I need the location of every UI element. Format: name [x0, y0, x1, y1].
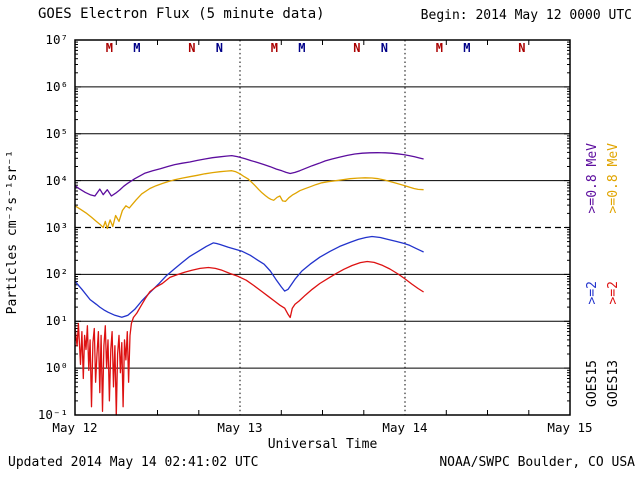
y-tick-label: 10³ [45, 219, 68, 235]
satellite-midnight-marker: M [298, 41, 305, 55]
x-tick-label: May 12 [52, 420, 98, 435]
x-axis-title: Universal Time [267, 437, 378, 452]
legend-energy-label: >=0.8 MeV [585, 143, 600, 214]
legend-energy-label: >=2 [606, 281, 621, 305]
x-tick-label: May 14 [382, 420, 428, 435]
updated-timestamp: Updated 2014 May 14 02:41:02 UTC [8, 455, 259, 470]
credit-label: NOAA/SWPC Boulder, CO USA [439, 455, 635, 470]
satellite-noon-marker: N [518, 41, 525, 55]
y-tick-label: 10⁴ [45, 172, 68, 188]
series-goes13-0-8-mev [74, 170, 424, 230]
y-tick-label: 10¹ [45, 313, 68, 329]
satellite-noon-marker: N [381, 41, 388, 55]
legend-satellite-label: GOES15 [585, 360, 600, 407]
x-tick-label: May 13 [217, 420, 263, 435]
plot-border [74, 39, 571, 416]
series-goes15-2-mev [74, 235, 424, 318]
satellite-midnight-marker: M [463, 41, 470, 55]
legend-satellite-label: GOES13 [606, 360, 621, 407]
satellite-midnight-marker: M [133, 41, 140, 55]
y-tick-label: 10² [45, 266, 68, 282]
y-tick-label: 10⁷ [45, 32, 68, 47]
series-goes15-0-8-mev [74, 152, 424, 197]
satellite-noon-marker: N [216, 41, 223, 55]
y-tick-label: 10⁰ [45, 360, 68, 376]
y-tick-label: 10⁵ [45, 125, 68, 141]
begin-time-label: Begin: 2014 May 12 0000 UTC [420, 8, 632, 23]
series-goes13-2-mev [74, 260, 424, 416]
legend-energy-label: >=2 [585, 281, 600, 305]
satellite-midnight-marker: M [436, 41, 443, 55]
satellite-noon-marker: N [188, 41, 195, 55]
legend-energy-label: >=0.8 MeV [606, 143, 621, 214]
y-tick-label: 10⁶ [45, 78, 68, 94]
satellite-midnight-marker: M [271, 41, 278, 55]
satellite-midnight-marker: M [106, 41, 113, 55]
chart-title: GOES Electron Flux (5 minute data) [38, 6, 325, 22]
y-tick-label: 10⁻¹ [37, 407, 68, 422]
satellite-noon-marker: N [353, 41, 360, 55]
x-tick-label: May 15 [547, 420, 593, 435]
